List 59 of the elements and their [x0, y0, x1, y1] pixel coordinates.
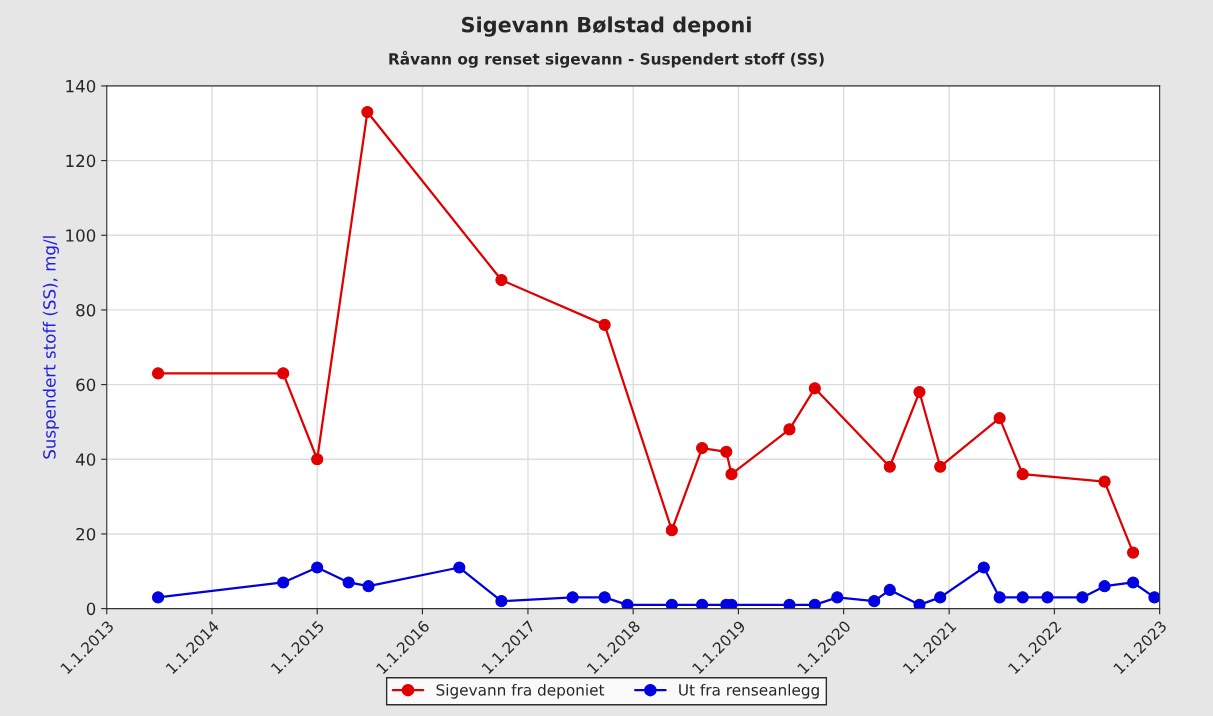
point — [868, 595, 881, 608]
point — [1016, 591, 1029, 604]
point — [1127, 576, 1140, 589]
chart-subtitle: Råvann og renset sigevann - Suspendert stoff (SS) — [389, 50, 824, 68]
point — [598, 318, 611, 331]
point — [1076, 591, 1089, 604]
point — [934, 591, 947, 604]
point — [342, 576, 355, 589]
point — [362, 580, 375, 593]
point — [453, 561, 466, 574]
y-axis-title: Suspendert stoff (SS), mg/l — [42, 236, 59, 459]
point — [598, 591, 611, 604]
point — [883, 460, 896, 473]
point — [993, 591, 1006, 604]
point — [977, 561, 990, 574]
point — [1016, 468, 1029, 481]
point — [783, 598, 796, 609]
y-tick-label: 80 — [76, 303, 96, 317]
point — [495, 595, 508, 608]
y-tick-label: 100 — [66, 229, 96, 242]
point — [720, 445, 733, 458]
y-tick-label: 20 — [76, 527, 96, 541]
point — [831, 591, 844, 604]
point — [1098, 475, 1111, 488]
point — [361, 105, 374, 119]
point — [566, 591, 579, 604]
point — [1041, 591, 1054, 604]
point — [1127, 546, 1140, 559]
y-tick-label: 120 — [66, 154, 96, 168]
y-tick-label: 40 — [75, 453, 96, 466]
point — [1148, 591, 1160, 604]
point — [934, 460, 947, 473]
point — [1098, 580, 1111, 593]
point — [696, 598, 709, 609]
point — [277, 576, 290, 589]
y-tick-label: 0 — [86, 602, 96, 616]
y-tick-label: 140 — [66, 79, 96, 93]
point — [913, 385, 926, 399]
point — [993, 412, 1006, 425]
y-tick-label: 60 — [76, 378, 96, 392]
point — [311, 561, 324, 574]
point — [665, 524, 678, 537]
point — [151, 367, 165, 380]
point — [665, 598, 678, 609]
point — [277, 367, 290, 380]
chart-title: Sigevann Bølstad deponi — [462, 16, 751, 37]
point — [808, 382, 821, 395]
point — [883, 583, 896, 597]
point — [495, 273, 508, 287]
point — [311, 453, 324, 466]
point — [151, 591, 165, 604]
point — [913, 598, 926, 609]
legend-label: Ut fra renseanlegg — [679, 683, 819, 699]
point — [808, 598, 821, 609]
point — [725, 468, 738, 481]
point — [783, 423, 796, 436]
point — [621, 598, 634, 609]
legend-label: Sigevann fra deponiet — [436, 683, 605, 699]
point — [696, 441, 709, 455]
